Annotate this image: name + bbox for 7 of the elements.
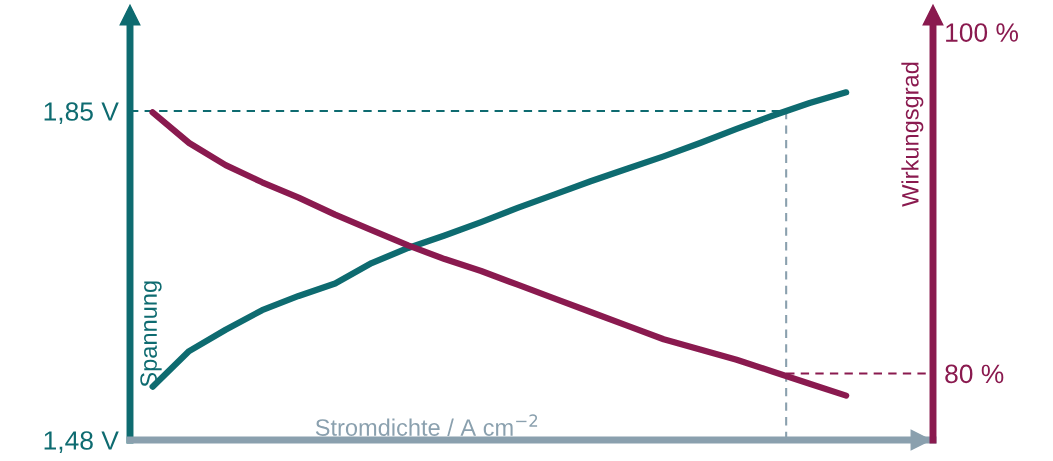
- y-axis-title: Spannung: [140, 281, 162, 387]
- y-tick-label: 1,85 V: [44, 102, 119, 124]
- y-tick-label: 1,48 V: [44, 431, 119, 453]
- y2-axis-title: Wirkungsgrad: [901, 62, 924, 207]
- y2-tick-label: 80 %: [945, 364, 1004, 384]
- x-axis-title: Stromdichte / A cm$^{−2}$: [315, 414, 538, 436]
- y2-tick-label: 100 %: [946, 23, 1018, 42]
